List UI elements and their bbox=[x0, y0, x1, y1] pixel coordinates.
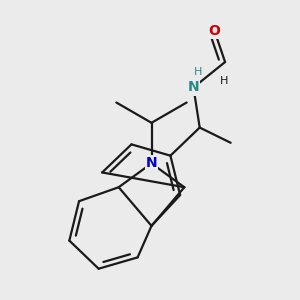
Text: H: H bbox=[220, 76, 228, 86]
Text: N: N bbox=[188, 80, 199, 94]
Text: O: O bbox=[209, 24, 220, 38]
Text: N: N bbox=[146, 156, 157, 170]
Text: H: H bbox=[194, 67, 202, 77]
